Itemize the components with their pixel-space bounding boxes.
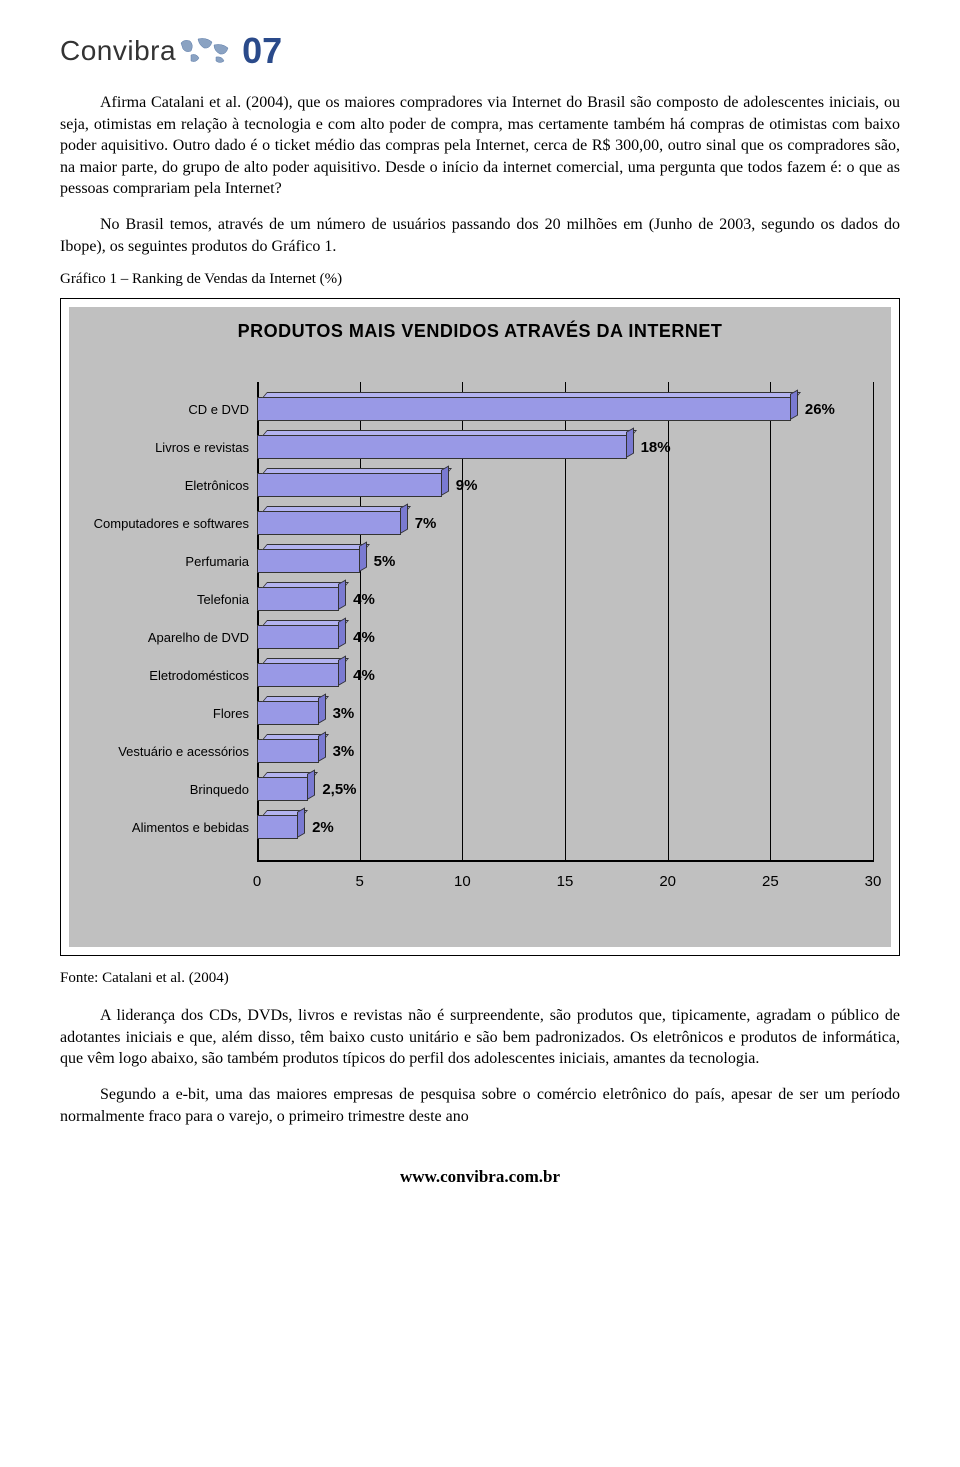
document-page: Convibra 07 Afirma Catalani et al. (2004… bbox=[0, 0, 960, 1227]
bar-row: 4% bbox=[257, 618, 873, 656]
bar-row: 7% bbox=[257, 504, 873, 542]
bar bbox=[257, 397, 791, 421]
paragraph-3: A liderança dos CDs, DVDs, livros e revi… bbox=[60, 1005, 900, 1070]
bar-row: 18% bbox=[257, 428, 873, 466]
bar bbox=[257, 777, 308, 801]
y-axis-label: Brinquedo bbox=[87, 770, 257, 808]
paragraph-1: Afirma Catalani et al. (2004), que os ma… bbox=[60, 92, 900, 200]
bar-value-label: 3% bbox=[333, 743, 355, 760]
paragraph-2-text: No Brasil temos, através de um número de… bbox=[60, 216, 900, 255]
bar bbox=[257, 625, 339, 649]
bars-container: 26% 18% 9% 7% 5% 4% 4% 4% 3% 3% 2,5% 2% bbox=[257, 390, 873, 862]
bar-row: 2% bbox=[257, 808, 873, 846]
bar bbox=[257, 701, 319, 725]
paragraph-1-text: Afirma Catalani et al. (2004), que os ma… bbox=[60, 94, 900, 197]
logo: Convibra 07 bbox=[60, 30, 900, 72]
bar-value-label: 26% bbox=[805, 401, 835, 418]
y-axis-label: Livros e revistas bbox=[87, 428, 257, 466]
chart-container: PRODUTOS MAIS VENDIDOS ATRAVÉS DA INTERN… bbox=[60, 298, 900, 956]
x-tick-label: 5 bbox=[355, 873, 363, 890]
y-axis-label: Perfumaria bbox=[87, 542, 257, 580]
paragraph-4: Segundo a e-bit, uma das maiores empresa… bbox=[60, 1084, 900, 1127]
x-tick-label: 25 bbox=[762, 873, 779, 890]
bar bbox=[257, 511, 401, 535]
bar-row: 3% bbox=[257, 732, 873, 770]
logo-year-suffix: 07 bbox=[242, 30, 282, 72]
y-axis-label: Telefonia bbox=[87, 580, 257, 618]
footer-url: www.convibra.com.br bbox=[60, 1167, 900, 1187]
bar-value-label: 5% bbox=[374, 553, 396, 570]
plot-area: 26%18%9%7%5%4%4%4%3%3%2,5%2% 05101520253… bbox=[257, 382, 873, 892]
chart-source: Fonte: Catalani et al. (2004) bbox=[60, 970, 900, 987]
x-axis-ticks: 051015202530 bbox=[257, 866, 873, 892]
x-tick-label: 15 bbox=[557, 873, 574, 890]
y-axis-labels: CD e DVDLivros e revistasEletrônicosComp… bbox=[87, 382, 257, 892]
bar-value-label: 9% bbox=[456, 477, 478, 494]
paragraph-2: No Brasil temos, através de um número de… bbox=[60, 214, 900, 257]
paragraph-3-text: A liderança dos CDs, DVDs, livros e revi… bbox=[60, 1007, 900, 1067]
bar bbox=[257, 663, 339, 687]
bar-value-label: 18% bbox=[641, 439, 671, 456]
header-logo: Convibra 07 bbox=[60, 20, 900, 92]
bar-value-label: 4% bbox=[353, 629, 375, 646]
y-axis-label: CD e DVD bbox=[87, 390, 257, 428]
y-axis-label: Eletrônicos bbox=[87, 466, 257, 504]
logo-brand-text: Convibra bbox=[60, 35, 176, 67]
bar-value-label: 4% bbox=[353, 591, 375, 608]
bar-row: 3% bbox=[257, 694, 873, 732]
bar-row: 5% bbox=[257, 542, 873, 580]
x-tick-label: 30 bbox=[865, 873, 882, 890]
bar bbox=[257, 549, 360, 573]
gridline bbox=[873, 382, 874, 862]
x-tick-label: 20 bbox=[659, 873, 676, 890]
bar-row: 2,5% bbox=[257, 770, 873, 808]
y-axis-label: Flores bbox=[87, 694, 257, 732]
x-tick-label: 10 bbox=[454, 873, 471, 890]
bar bbox=[257, 473, 442, 497]
bar-value-label: 7% bbox=[415, 515, 437, 532]
y-axis-label: Vestuário e acessórios bbox=[87, 732, 257, 770]
y-axis-label: Computadores e softwares bbox=[87, 504, 257, 542]
chart-title: PRODUTOS MAIS VENDIDOS ATRAVÉS DA INTERN… bbox=[87, 321, 873, 342]
bar-value-label: 3% bbox=[333, 705, 355, 722]
x-tick-label: 0 bbox=[253, 873, 261, 890]
bar-value-label: 4% bbox=[353, 667, 375, 684]
chart-caption: Gráfico 1 – Ranking de Vendas da Interne… bbox=[60, 271, 900, 288]
bar bbox=[257, 815, 298, 839]
bar bbox=[257, 587, 339, 611]
bar-value-label: 2,5% bbox=[322, 781, 356, 798]
chart-plot-background: PRODUTOS MAIS VENDIDOS ATRAVÉS DA INTERN… bbox=[69, 307, 891, 947]
bar bbox=[257, 435, 627, 459]
bar bbox=[257, 739, 319, 763]
bar-row: 26% bbox=[257, 390, 873, 428]
bar-value-label: 2% bbox=[312, 819, 334, 836]
chart-body: CD e DVDLivros e revistasEletrônicosComp… bbox=[87, 382, 873, 892]
paragraph-4-text: Segundo a e-bit, uma das maiores empresa… bbox=[60, 1086, 900, 1125]
world-map-icon bbox=[176, 33, 236, 69]
y-axis-label: Alimentos e bebidas bbox=[87, 808, 257, 846]
bar-row: 9% bbox=[257, 466, 873, 504]
y-axis-label: Aparelho de DVD bbox=[87, 618, 257, 656]
y-axis-label: Eletrodomésticos bbox=[87, 656, 257, 694]
bar-row: 4% bbox=[257, 580, 873, 618]
bar-row: 4% bbox=[257, 656, 873, 694]
